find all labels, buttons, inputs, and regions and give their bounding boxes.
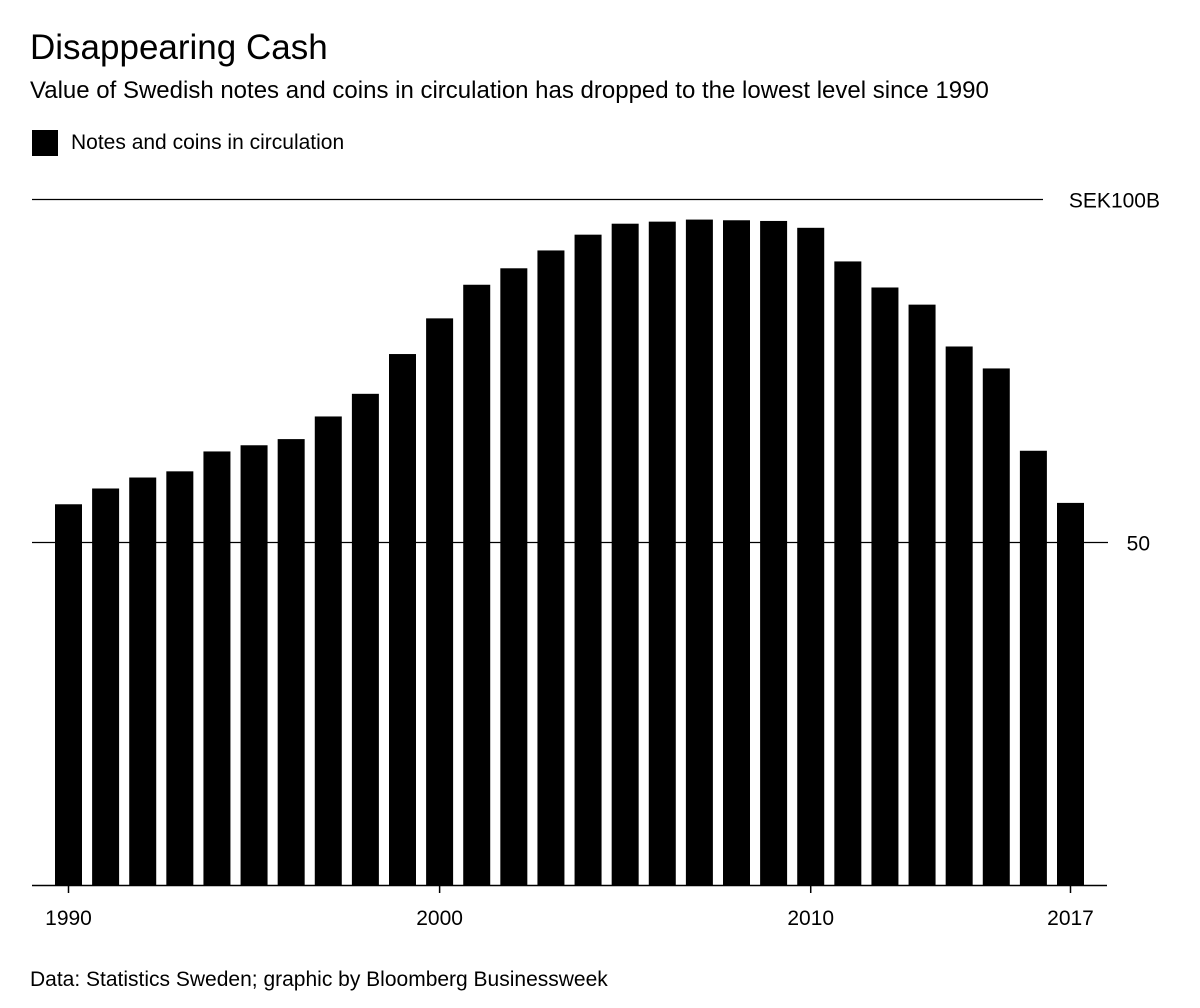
bar-2006 <box>648 221 676 885</box>
bar-2008 <box>723 220 750 885</box>
legend-swatch <box>32 130 58 156</box>
bar-2007 <box>685 219 713 885</box>
bar-2016 <box>1019 450 1047 885</box>
bar-2010 <box>797 227 825 885</box>
bar-1999 <box>389 354 416 885</box>
legend: Notes and coins in circulation <box>32 128 344 158</box>
chart-subtitle: Value of Swedish notes and coins in circ… <box>30 77 989 104</box>
bar-1996 <box>277 439 305 885</box>
x-tick-label: 2017 <box>1047 907 1094 930</box>
bar-2011 <box>834 261 862 885</box>
legend-label: Notes and coins in circulation <box>71 131 345 154</box>
bar-1995 <box>240 445 268 885</box>
bar-2012 <box>871 287 899 885</box>
bar-2015 <box>982 368 1010 885</box>
x-tick-label: 2000 <box>416 907 463 930</box>
bar-1991 <box>92 488 120 885</box>
x-tick-label: 1990 <box>45 907 92 930</box>
bar-1992 <box>129 477 157 885</box>
bar-1997 <box>314 416 342 885</box>
bar-2003 <box>537 250 565 885</box>
bar-2000 <box>426 318 454 885</box>
bar-2005 <box>611 223 639 885</box>
bar-2017 <box>1057 502 1084 885</box>
y-tick-label: 50 <box>1127 533 1150 556</box>
source-note: Data: Statistics Sweden; graphic by Bloo… <box>30 968 608 991</box>
y-tick-label: SEK100B <box>1069 190 1160 213</box>
bar-1993 <box>166 471 194 885</box>
bar-1994 <box>203 451 231 885</box>
chart-title: Disappearing Cash <box>30 28 328 67</box>
bar-2001 <box>463 284 491 885</box>
bar-2002 <box>500 268 528 885</box>
bar-2004 <box>574 234 602 886</box>
bar-1998 <box>351 393 379 885</box>
bar-2014 <box>945 346 973 885</box>
x-tick-label: 2010 <box>787 907 834 930</box>
bar-2009 <box>760 220 788 885</box>
bar-1990 <box>55 504 82 885</box>
bar-2013 <box>908 304 936 885</box>
